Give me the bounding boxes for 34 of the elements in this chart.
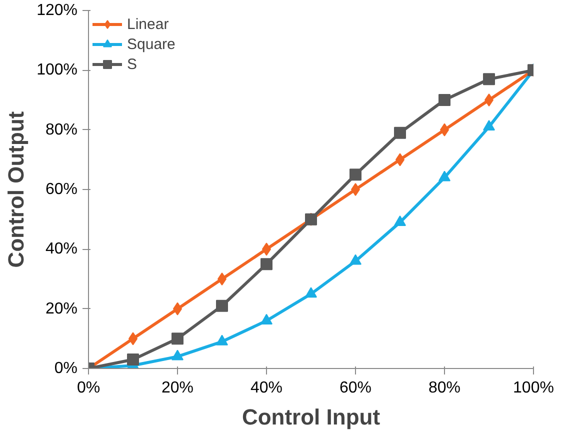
point: [172, 350, 184, 360]
point: [216, 300, 228, 312]
x-tick-label: 0%: [76, 380, 100, 396]
point: [483, 120, 495, 131]
point: [438, 170, 450, 182]
y-tick-label: 60%: [45, 181, 78, 198]
x-tick-label: 40%: [250, 380, 283, 396]
point: [127, 354, 139, 366]
point: [350, 254, 362, 265]
y-tick-label: 40%: [45, 240, 78, 258]
legend-label: Linear: [127, 16, 169, 32]
point: [350, 168, 362, 181]
point: [394, 215, 406, 226]
point: [394, 126, 406, 139]
y-tick-label: 100%: [36, 62, 78, 79]
legend-label: Square: [127, 36, 176, 52]
y-tick-label: 0%: [54, 360, 78, 377]
point: [216, 334, 228, 346]
y-tick-label: 120%: [36, 2, 78, 19]
point: [260, 314, 272, 324]
x-tick-label: 100%: [513, 380, 554, 396]
legend-label: S: [127, 56, 138, 72]
x-tick-label: 20%: [161, 380, 194, 396]
y-tick-label: 80%: [45, 121, 78, 138]
point: [438, 94, 450, 106]
point: [260, 258, 272, 270]
x-tick-label: 80%: [428, 380, 461, 396]
point: [172, 332, 184, 345]
x-tick-label: 60%: [339, 380, 372, 396]
y-tick-label: 20%: [45, 300, 78, 318]
x-axis-title: Control Input: [242, 404, 381, 430]
point: [305, 287, 317, 298]
point: [483, 73, 495, 86]
y-axis-title: Control Output: [4, 110, 29, 268]
